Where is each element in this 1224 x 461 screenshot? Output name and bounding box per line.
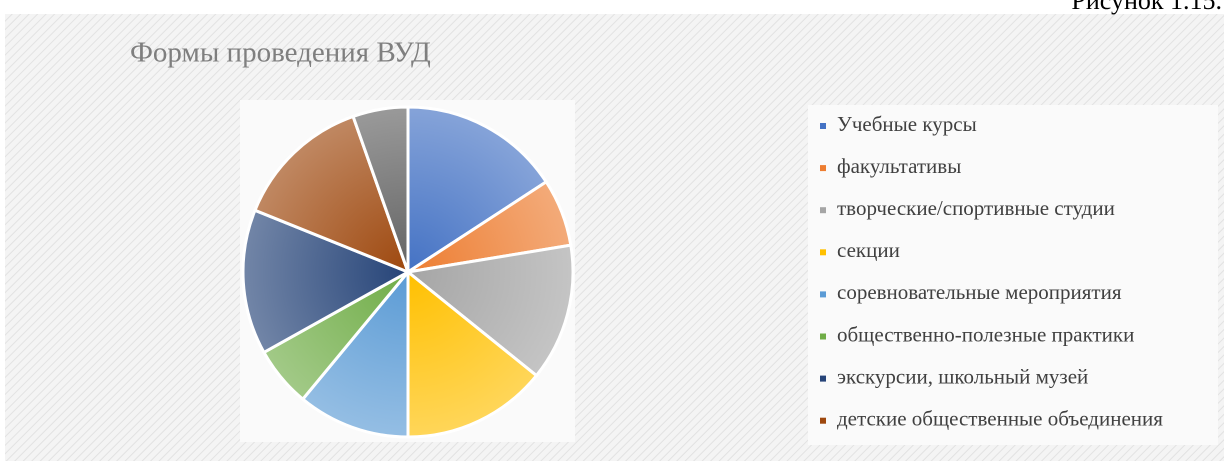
chart-title: Формы проведения ВУД [130, 37, 431, 69]
legend-label: факультативы [837, 154, 961, 178]
legend-box [808, 105, 1218, 445]
legend-label: экскурсии, школьный музей [837, 364, 1088, 388]
legend-label: соревновательные мероприятия [837, 280, 1122, 304]
legend-marker [820, 165, 826, 172]
pie [241, 105, 575, 439]
legend-label: Учебные курсы [837, 112, 977, 136]
legend-label: детские общественные объединения [837, 407, 1163, 431]
legend-label: творческие/спортивные студии [837, 196, 1115, 220]
legend-marker [820, 333, 826, 340]
legend-label: секции [837, 238, 900, 262]
legend: Учебные курсы факультативы творческие/спор… [820, 112, 1163, 431]
legend-marker [820, 207, 826, 214]
legend-marker [820, 291, 826, 298]
legend-marker [820, 417, 826, 424]
legend-marker [820, 123, 826, 129]
legend-label: общественно-полезные практики [837, 322, 1134, 346]
legend-marker [820, 375, 826, 382]
legend-marker [820, 249, 826, 256]
figure-caption: Рисунок 1.15. [1071, 0, 1222, 15]
